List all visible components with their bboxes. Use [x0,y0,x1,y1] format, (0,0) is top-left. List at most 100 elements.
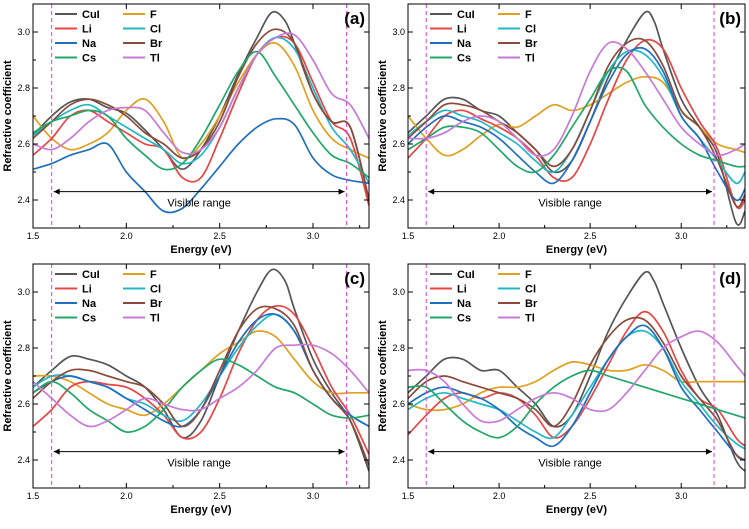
legend: CuI F Li Cl Na Br Cs Tl [55,269,163,325]
x-tick-label: 1.5 [402,231,415,241]
y-tick-label: 2.4 [17,195,30,205]
x-tick-label: 2.0 [120,491,133,501]
legend-label-cs: Cs [82,313,96,325]
legend-label-na: Na [457,38,472,50]
y-tick-label: 2.8 [392,343,405,353]
legend-label-na: Na [82,298,97,310]
x-tick-label: 3.0 [675,231,688,241]
y-tick-label: 3.0 [392,27,405,37]
visible-range-label: Visible range [538,458,601,470]
panel-c: Visible range 1.5 2.0 2.5 3.0 2.4 2.6 2.8 3.0 Ene… [2,263,370,516]
x-axis-label: Energy (eV) [546,504,607,516]
y-tick-label: 2.6 [392,139,405,149]
legend-label-cui: CuI [457,269,475,281]
legend: CuI F Li Cl Na Br Cs Tl [430,9,538,65]
y-tick-label: 3.0 [392,287,405,297]
y-tick-label: 3.0 [17,27,30,37]
x-tick-label: 2.5 [584,231,597,241]
series-line-cs [408,66,745,174]
arrow-head-right [706,448,713,455]
arrow-head-right [338,188,345,195]
legend-label-br: Br [525,298,538,310]
arrow-head-right [706,188,713,195]
arrow-head-left [428,188,435,195]
x-axis-label: Energy (eV) [170,244,231,256]
visible-range-label: Visible range [538,198,601,210]
series-line-cs [33,358,369,434]
legend-label-cs: Cs [457,53,471,65]
legend-label-cui: CuI [82,269,100,281]
series-group [408,10,745,226]
y-axis-label: Refractive coefficient [377,60,389,172]
y-tick-label: 2.4 [17,455,30,465]
arrow-head-left [53,188,60,195]
legend-label-cl: Cl [525,24,536,36]
y-tick-label: 2.4 [392,195,405,205]
series-line-tl [33,343,369,428]
legend-label-cui: CuI [82,9,100,21]
visible-range-label: Visible range [167,198,230,210]
panel-label: (b) [719,9,741,28]
x-tick-label: 1.5 [402,491,415,501]
legend-label-tl: Tl [525,53,535,65]
series-line-cui [33,268,369,472]
x-tick-label: 2.0 [493,491,506,501]
series-line-br [408,37,745,208]
legend-label-f: F [525,9,532,21]
legend-label-f: F [150,269,157,281]
legend-label-cl: Cl [150,284,161,296]
series-line-cs [33,50,369,179]
legend-label-li: Li [82,24,92,36]
legend-label-na: Na [82,38,97,50]
series-line-na [408,324,745,461]
legend: CuI F Li Cl Na Br Cs Tl [430,269,538,325]
series-line-cl [33,36,369,184]
legend-label-cl: Cl [150,24,161,36]
x-tick-label: 2.5 [584,491,597,501]
x-tick-label: 3.0 [675,491,688,501]
y-tick-label: 2.4 [392,455,405,465]
series-line-li [408,38,745,210]
series-line-cui [408,270,745,472]
series-line-f [33,42,369,160]
series-line-f [408,75,745,157]
legend-label-tl: Tl [150,313,160,325]
visible-range-label: Visible range [167,458,230,470]
legend-label-cl: Cl [525,284,536,296]
legend-label-cs: Cs [457,313,471,325]
x-tick-label: 1.5 [27,491,40,501]
series-group [33,10,369,214]
series-group [33,268,369,472]
y-tick-label: 2.8 [17,343,30,353]
series-line-cs [408,369,745,439]
y-tick-label: 2.8 [392,83,405,93]
x-tick-label: 2.0 [120,231,133,241]
series-line-tl [408,41,745,157]
y-tick-label: 2.6 [17,399,30,409]
panel-d: Visible range 1.5 2.0 2.5 3.0 2.4 2.6 2.8 3.0 Ene… [377,263,746,516]
legend: CuI F Li Cl Na Br Cs Tl [55,9,163,65]
x-tick-label: 3.0 [307,491,320,501]
legend-label-br: Br [150,298,163,310]
panel-label: (a) [344,9,365,28]
arrow-head-left [53,448,60,455]
series-line-na [33,117,369,214]
x-tick-label: 1.5 [27,231,40,241]
y-axis-label: Refractive coefficient [2,60,14,172]
y-tick-label: 2.6 [392,399,405,409]
arrow-head-right [338,448,345,455]
series-group [408,270,745,472]
y-tick-label: 2.8 [17,83,30,93]
legend-label-f: F [150,9,157,21]
series-line-cl [408,49,745,185]
panel-label: (c) [344,269,365,288]
series-line-na [408,46,745,202]
legend-label-tl: Tl [525,313,535,325]
legend-label-tl: Tl [150,53,160,65]
y-tick-label: 2.6 [17,139,30,149]
y-tick-label: 3.0 [17,287,30,297]
series-line-tl [33,32,369,155]
x-axis-label: Energy (eV) [546,244,607,256]
legend-label-na: Na [457,298,472,310]
